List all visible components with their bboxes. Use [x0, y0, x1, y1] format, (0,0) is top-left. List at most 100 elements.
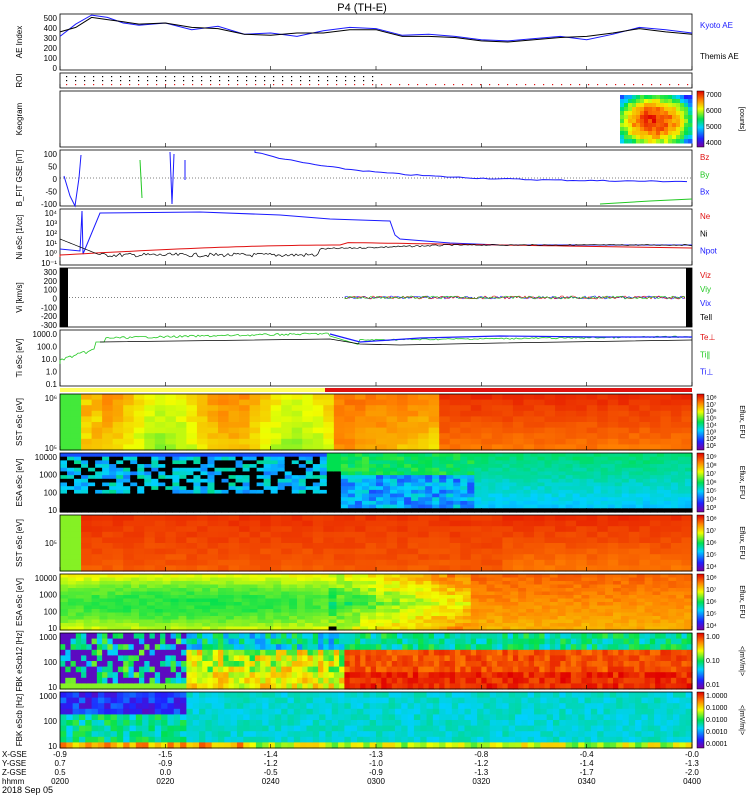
heatmap-cell: [551, 486, 560, 491]
heatmap-cell: [534, 581, 543, 586]
heatmap-cell: [549, 598, 559, 603]
heatmap-cell: [432, 493, 440, 498]
heatmap-cell: [158, 464, 166, 469]
heatmap-cell: [128, 677, 135, 684]
heatmap-cell: [257, 623, 266, 628]
heatmap-cell: [165, 433, 177, 440]
heatmap-cell: [600, 456, 609, 461]
heatmap-cell: [323, 427, 335, 434]
keogram-cell: [644, 95, 649, 100]
heatmap-cell: [244, 672, 251, 679]
heatmap-cell: [312, 515, 324, 522]
heatmap-cell: [365, 422, 377, 429]
heatmap-cell: [618, 422, 630, 429]
heatmap-cell: [133, 677, 140, 684]
heatmap-cell: [235, 489, 244, 495]
heatmap-cell: [207, 394, 219, 401]
heatmap-cell: [365, 438, 377, 445]
heatmap-cell: [428, 427, 440, 434]
heatmap-cell: [233, 638, 240, 645]
heatmap-cell: [486, 609, 496, 614]
heatmap-cell: [404, 467, 412, 473]
heatmap-cell: [123, 649, 130, 656]
heatmap-cell: [681, 399, 693, 406]
heatmap-cell: [652, 588, 661, 593]
heatmap-cell: [336, 605, 345, 610]
heatmap-cell: [260, 644, 266, 651]
heatmap-cell: [586, 531, 598, 538]
heatmap-cell: [273, 619, 282, 624]
heatmap-cell: [319, 486, 328, 491]
keogram-cell: [656, 99, 661, 104]
heatmap-cell: [597, 605, 606, 610]
heatmap-cell: [652, 591, 661, 596]
heatmap-cell: [212, 644, 219, 651]
heatmap-cell: [60, 444, 72, 451]
heatmap-cell: [415, 602, 424, 607]
heatmap-cell: [376, 416, 388, 423]
heatmap-cell: [660, 433, 672, 440]
heatmap-cell: [481, 464, 489, 469]
roi-dot: [561, 84, 563, 86]
heatmap-cell: [249, 581, 259, 586]
heatmap-cell: [668, 602, 677, 607]
heatmap-cell: [249, 486, 258, 491]
heatmap-cell: [390, 493, 398, 498]
heatmap-cell: [534, 559, 546, 566]
heatmap-cell: [214, 460, 223, 465]
heatmap-cell: [668, 605, 677, 610]
heatmap-cell: [81, 677, 87, 684]
heatmap-cell: [576, 433, 588, 440]
heatmap-cell: [158, 453, 166, 458]
heatmap-cell: [284, 467, 293, 473]
heatmap-cell: [165, 554, 177, 561]
heatmap-cell: [512, 427, 525, 434]
heatmap-cell: [158, 478, 166, 484]
heatmap-cell: [112, 433, 124, 440]
heatmap-cell: [333, 438, 345, 445]
heatmap-cell: [423, 626, 432, 631]
heatmap-cell: [112, 520, 124, 527]
keogram-cell: [668, 139, 673, 144]
heatmap-cell: [383, 584, 393, 589]
heatmap-cell: [196, 515, 209, 522]
heatmap-cell: [390, 460, 398, 465]
heatmap-cell: [509, 500, 518, 506]
heatmap-cell: [628, 537, 640, 544]
heatmap-cell: [212, 677, 219, 684]
heatmap-cell: [165, 515, 177, 522]
heatmap-cell: [297, 605, 306, 610]
heatmap-cell: [523, 554, 535, 561]
heatmap-cell: [323, 683, 330, 690]
heatmap-cell: [304, 605, 314, 610]
heatmap-cell: [291, 683, 298, 690]
roi-dot: [588, 76, 589, 77]
heatmap-cell: [502, 508, 511, 513]
heatmap-cell: [428, 422, 440, 429]
heatmap-cell: [635, 460, 644, 465]
heatmap-cell: [102, 500, 110, 506]
heatmap-cell: [557, 605, 567, 610]
heatmap-cell: [518, 623, 527, 628]
heatmap-cell: [425, 478, 433, 484]
heatmap-cell: [415, 623, 424, 628]
keogram-cell: [664, 99, 669, 104]
heatmap-cell: [399, 574, 409, 579]
heatmap-cell: [670, 497, 679, 502]
heatmap-cell: [470, 531, 482, 538]
heatmap-cell: [386, 548, 398, 555]
heatmap-cell: [233, 605, 243, 610]
heatmap-cell: [347, 456, 356, 461]
heatmap-cell: [67, 475, 75, 480]
heatmap-cell: [239, 543, 251, 550]
keogram-cell: [640, 99, 645, 104]
heatmap-cell: [137, 486, 145, 491]
heatmap-cell: [244, 661, 251, 668]
heatmap-cell: [597, 433, 609, 440]
heatmap-cell: [96, 649, 103, 656]
heatmap-cell: [628, 602, 638, 607]
keogram-cell: [624, 95, 629, 100]
heatmap-cell: [453, 493, 461, 498]
heatmap-cell: [386, 427, 398, 434]
heatmap-cell: [186, 427, 198, 434]
